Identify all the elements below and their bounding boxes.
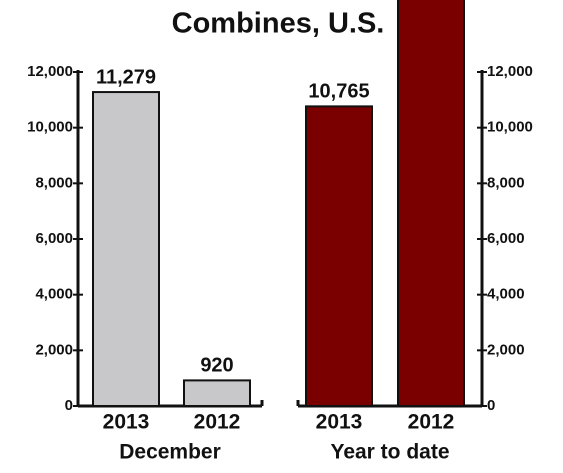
y-tick-label: 12,000 [27, 63, 73, 80]
y-tick-label: 10,000 [487, 119, 533, 136]
y-tick-label: 10,000 [27, 119, 73, 136]
y-tick-label: 0 [65, 397, 73, 414]
y-tick-label: 6,000 [35, 230, 73, 247]
y-tick-label: 4,000 [487, 286, 525, 303]
bar [305, 105, 373, 407]
value-label: 920 [200, 355, 233, 377]
value-label: 10,765 [308, 81, 369, 103]
y-tick-label: 0 [487, 397, 495, 414]
x-tick-label: 2013 [316, 411, 363, 434]
y-tick-label: 4,000 [35, 286, 73, 303]
y-tick-label: 6,000 [487, 230, 525, 247]
y-tick-label: 8,000 [35, 174, 73, 191]
x-tick-label: 2013 [103, 411, 150, 434]
x-tick-label: 2012 [408, 411, 455, 434]
value-label: 11,279 [96, 66, 156, 88]
y-tick-label: 8,000 [487, 174, 525, 191]
bar [92, 91, 160, 407]
bar [397, 0, 465, 408]
chart-title: Combines, U.S. [172, 8, 385, 40]
x-axis-label: December [119, 441, 221, 464]
y-tick-label: 2,000 [35, 341, 73, 358]
bar [183, 379, 251, 408]
y-tick-label: 12,000 [487, 63, 533, 80]
y-tick-label: 2,000 [487, 341, 525, 358]
x-axis-label: Year to date [330, 441, 449, 464]
x-tick-label: 2012 [194, 411, 241, 434]
